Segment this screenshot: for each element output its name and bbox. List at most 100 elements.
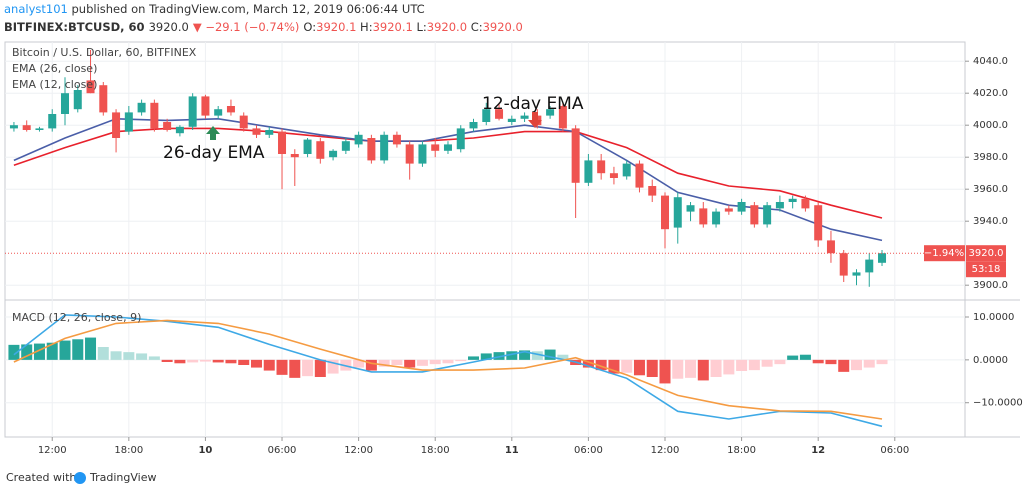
x-tick-label: 06:00 <box>574 445 603 456</box>
price-tag-bg <box>966 245 1006 262</box>
histogram-bar <box>442 359 454 364</box>
histogram-bar <box>199 359 211 362</box>
last: 3920.0 <box>149 20 189 34</box>
candle-body <box>622 163 631 177</box>
candle-body <box>163 122 172 130</box>
histogram-bar <box>455 359 467 362</box>
histogram-bar <box>225 359 237 364</box>
macd-title: MACD (12, 26, close, 9) <box>12 311 141 324</box>
histogram-bar <box>621 359 633 373</box>
histogram-bar <box>314 359 326 377</box>
chart-layer: 12:00 18:00 10 06:00 12:00 18:00 11 06:00 12:00 1… <box>5 42 1023 456</box>
ohlc-value: 3920.1 <box>373 20 413 34</box>
annotation: 12-day EMA <box>482 94 584 114</box>
x-tick-label: 11 <box>505 445 519 456</box>
y-tick-label: 4040.0 <box>973 56 1008 67</box>
countdown-bg <box>966 261 1006 278</box>
histogram-bar <box>21 344 33 360</box>
candle-body <box>290 154 299 158</box>
histogram-bar <box>697 359 709 381</box>
histogram-bar <box>212 359 224 363</box>
histogram-bar <box>736 359 748 371</box>
histogram-bar <box>289 359 301 378</box>
histogram-bar <box>33 343 45 360</box>
candle-body <box>303 139 312 154</box>
indicator-line <box>13 319 883 420</box>
footer-created: Created with <box>6 471 76 484</box>
candle-body <box>865 259 874 273</box>
candle-body <box>367 138 376 161</box>
histogram-bar <box>519 350 531 360</box>
candle-body <box>380 134 389 161</box>
candle-body <box>507 118 516 122</box>
candle-body <box>316 141 325 159</box>
histogram-bar <box>850 359 862 371</box>
candle-body <box>150 102 159 129</box>
histogram-bar <box>429 359 441 365</box>
histogram-bar <box>748 359 760 371</box>
histogram-bar <box>761 359 773 367</box>
price-tag: 3920.0 <box>969 248 1004 259</box>
candle-body <box>839 253 848 276</box>
candle-body <box>763 205 772 225</box>
histogram-bar <box>595 359 607 371</box>
legend-entry: EMA (26, close) <box>12 62 97 75</box>
candle-body <box>137 102 146 113</box>
x-tick-label: 06:00 <box>268 445 297 456</box>
histogram-bar <box>608 359 620 374</box>
candle-body <box>826 240 835 254</box>
candle-body <box>699 208 708 225</box>
candle-body <box>48 114 57 129</box>
candle-body <box>61 93 69 114</box>
histogram-bar <box>710 359 722 377</box>
histogram-bar <box>774 359 786 365</box>
author: analyst101 <box>4 2 68 16</box>
histogram-bar <box>276 359 288 375</box>
countdown: 53:18 <box>972 264 1001 275</box>
y-tick-label: 10.0000 <box>973 312 1014 323</box>
histogram-bar <box>659 359 671 384</box>
histogram-bar <box>187 359 199 363</box>
change: ▼ −29.1 (−0.74%) <box>193 20 300 34</box>
histogram-bar <box>531 351 543 360</box>
candle-body <box>214 109 223 116</box>
candle-body <box>712 211 721 225</box>
ohlc-key: C: <box>471 20 483 34</box>
candle-body <box>482 109 491 122</box>
candle-body <box>418 144 427 164</box>
pct-tag: −1.94% <box>924 248 964 259</box>
histogram-bar <box>59 340 71 360</box>
histogram-bar <box>250 359 262 368</box>
ohlc-key: L: <box>416 20 426 34</box>
arrow-up <box>206 126 220 140</box>
candle-body <box>73 90 82 110</box>
histogram-bar <box>480 353 492 360</box>
ohlc-key: O: <box>303 20 316 34</box>
histogram-bar <box>148 356 160 360</box>
candle-body <box>724 208 733 212</box>
histogram-bar <box>46 342 58 360</box>
histogram-bar <box>353 359 365 368</box>
header-line-1: analyst101 published on TradingView.com,… <box>4 2 425 16</box>
histogram-bar <box>97 347 109 360</box>
candle-body <box>597 160 606 174</box>
x-tick-label: 18:00 <box>421 445 450 456</box>
histogram-bar <box>136 353 148 360</box>
candle-body <box>609 173 618 178</box>
pct-tag-bg <box>924 245 965 262</box>
candle-body <box>35 128 44 130</box>
candle-body <box>9 125 18 129</box>
histogram-bar <box>863 359 875 368</box>
histogram-bar <box>633 359 645 376</box>
histogram-bar <box>85 337 97 360</box>
candle-body <box>775 202 784 209</box>
histogram-bar <box>365 359 377 371</box>
candle-body <box>469 122 478 129</box>
candle-body <box>546 109 555 116</box>
candle-body <box>329 150 338 158</box>
candle-body <box>188 96 197 127</box>
candle-body <box>584 160 593 183</box>
y-tick-label: 3940.0 <box>973 216 1008 227</box>
ohlc-value: 3920.1 <box>316 20 356 34</box>
x-tick-label: 12:00 <box>651 445 680 456</box>
